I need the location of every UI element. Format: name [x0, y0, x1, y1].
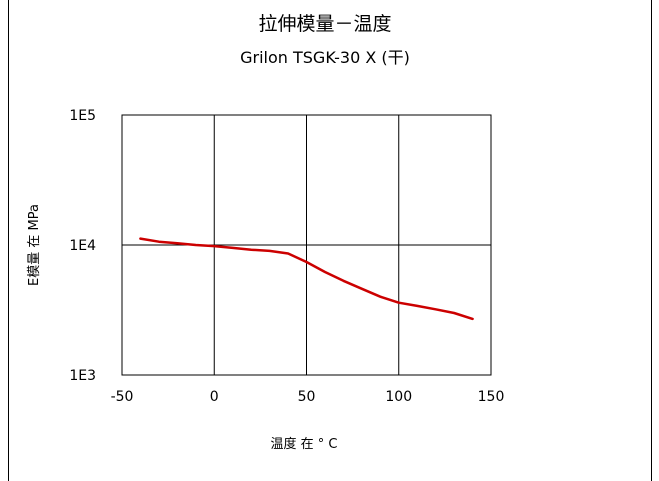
grid-lines	[121, 114, 492, 376]
x-tick-label: 50	[298, 389, 316, 405]
chart-title: 拉伸模量－温度	[258, 13, 391, 35]
x-tick-label: 100	[385, 389, 412, 405]
x-tick-labels: -50 0 50 100 150	[111, 389, 505, 405]
series-layer	[139, 237, 474, 321]
chart-frame	[8, 0, 652, 481]
plot-area	[121, 114, 492, 376]
plot-border	[121, 114, 492, 376]
x-tick-label: 0	[210, 389, 219, 405]
series-line	[139, 237, 474, 321]
y-axis-label: E模量 在 MPa	[27, 204, 42, 286]
y-tick-labels: 1E3 1E4 1E5	[69, 108, 96, 384]
x-axis-label: 温度 在 ° C	[271, 436, 338, 452]
y-tick-label: 1E3	[69, 368, 96, 384]
chart-subtitle: Grilon TSGK-30 X (干)	[240, 48, 410, 67]
x-tick-label: -50	[111, 389, 134, 405]
y-tick-label: 1E4	[69, 238, 96, 254]
x-tick-label: 150	[478, 389, 505, 405]
y-tick-label: 1E5	[69, 108, 96, 124]
